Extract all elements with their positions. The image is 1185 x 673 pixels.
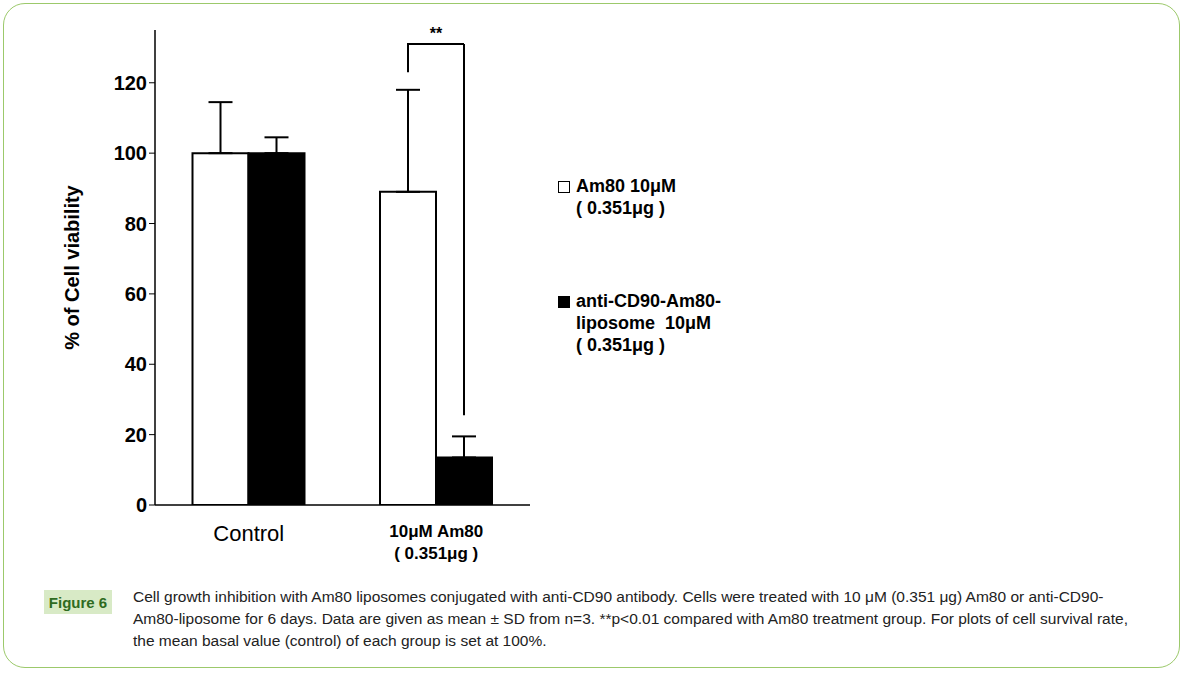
- svg-text:10μM Am80: 10μM Am80: [389, 522, 483, 541]
- html-text:Figure 6: Figure 6: [48, 593, 108, 611]
- svg-text:20: 20: [125, 424, 147, 446]
- svg-text:0: 0: [136, 494, 147, 516]
- svg-text:80: 80: [125, 213, 147, 235]
- svg-text:Control: Control: [213, 521, 284, 546]
- html-text:Cell growth inhibition with Am: Cell growth inhibition with Am80 liposom…: [133, 588, 1128, 649]
- svg-text:( 0.351μg ): ( 0.351μg ): [394, 544, 478, 563]
- svg-text:% of Cell viability: % of Cell viability: [61, 184, 83, 349]
- svg-text:40: 40: [125, 353, 147, 375]
- svg-text:60: 60: [125, 283, 147, 305]
- svg-text:100: 100: [114, 142, 147, 164]
- svg-text:**: **: [430, 25, 443, 42]
- html-text:anti-CD90-Am80- liposome 10μM: anti-CD90-Am80- liposome 10μM ( 0.351μg …: [576, 291, 721, 355]
- svg-text:120: 120: [114, 72, 147, 94]
- html-text:Am80 10μM ( 0.351μg ): Am80 10μM ( 0.351μg ): [576, 176, 677, 218]
